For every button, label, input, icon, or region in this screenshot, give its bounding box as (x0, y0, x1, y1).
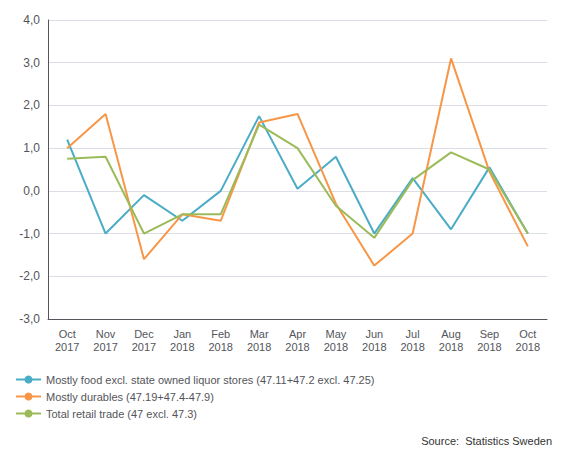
svg-text:2018: 2018 (400, 341, 424, 353)
svg-text:Apr: Apr (289, 328, 306, 340)
svg-text:2018: 2018 (208, 341, 232, 353)
svg-text:-2,0: -2,0 (19, 269, 40, 283)
svg-text:Jun: Jun (365, 328, 383, 340)
svg-text:1,0: 1,0 (23, 141, 40, 155)
svg-text:2018: 2018 (170, 341, 194, 353)
svg-text:3,0: 3,0 (23, 56, 40, 70)
svg-text:2018: 2018 (439, 341, 463, 353)
svg-text:-3,0: -3,0 (19, 312, 40, 326)
svg-text:Aug: Aug (441, 328, 461, 340)
svg-text:Feb: Feb (211, 328, 230, 340)
svg-text:Mostly food excl. state owned: Mostly food excl. state owned liquor sto… (46, 374, 374, 386)
svg-text:0,0: 0,0 (23, 184, 40, 198)
svg-text:2017: 2017 (55, 341, 79, 353)
svg-text:2018: 2018 (362, 341, 386, 353)
svg-text:2018: 2018 (516, 341, 540, 353)
svg-text:Nov: Nov (96, 328, 116, 340)
svg-text:2018: 2018 (324, 341, 348, 353)
svg-text:Source: Statistics Sweden: Source: Statistics Sweden (421, 435, 552, 447)
svg-text:Total retail trade (47 excl. 4: Total retail trade (47 excl. 47.3) (46, 408, 197, 420)
svg-text:Dec: Dec (134, 328, 154, 340)
svg-text:Mostly durables (47.19+47.4-47: Mostly durables (47.19+47.4-47.9) (46, 391, 214, 403)
svg-text:Mar: Mar (250, 328, 269, 340)
svg-text:Jan: Jan (173, 328, 191, 340)
svg-text:2017: 2017 (132, 341, 156, 353)
svg-text:Jul: Jul (406, 328, 420, 340)
svg-text:Oct: Oct (519, 328, 536, 340)
svg-text:May: May (325, 328, 346, 340)
svg-text:Sep: Sep (480, 328, 500, 340)
svg-text:-1,0: -1,0 (19, 227, 40, 241)
svg-text:2018: 2018 (247, 341, 271, 353)
svg-text:2017: 2017 (93, 341, 117, 353)
svg-text:2018: 2018 (285, 341, 309, 353)
svg-text:Oct: Oct (59, 328, 76, 340)
svg-text:2,0: 2,0 (23, 98, 40, 112)
svg-text:2018: 2018 (477, 341, 501, 353)
svg-text:4,0: 4,0 (23, 13, 40, 27)
